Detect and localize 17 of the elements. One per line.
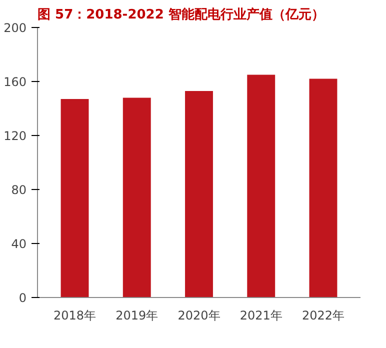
y-tick-label: 0 <box>18 291 27 305</box>
bar <box>185 90 213 298</box>
bar <box>60 99 89 298</box>
bar <box>309 78 338 298</box>
y-tick-label: 120 <box>4 129 26 143</box>
y-tick-label: 80 <box>11 183 27 197</box>
x-tick-label: 2020年 <box>178 308 220 322</box>
x-tick-label: 2018年 <box>54 308 96 322</box>
y-tick-label: 40 <box>11 237 27 251</box>
y-tick-label: 200 <box>4 21 26 35</box>
y-tick-label: 160 <box>4 75 26 89</box>
x-tick-label: 2019年 <box>116 308 158 322</box>
x-tick-label: 2022年 <box>302 308 345 322</box>
bar <box>247 74 276 298</box>
chart-title: 图 57：2018-2022 智能配电行业产值（亿元） <box>38 6 324 22</box>
x-tick-label: 2021年 <box>240 308 282 322</box>
bar <box>122 98 151 298</box>
